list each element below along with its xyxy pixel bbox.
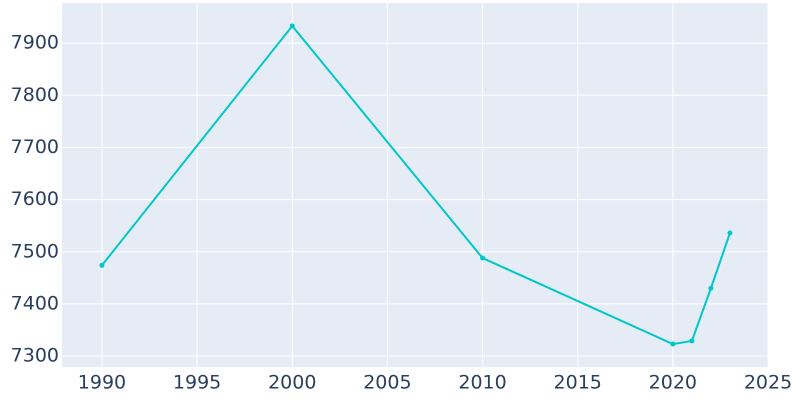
x-tick-label: 2010: [458, 372, 506, 394]
y-tick-label: 7300: [11, 345, 59, 367]
data-point: [727, 230, 733, 236]
data-point: [670, 341, 676, 347]
y-tick-label: 7800: [11, 84, 59, 106]
x-tick-label: 2015: [554, 372, 602, 394]
y-tick-label: 7500: [11, 240, 59, 262]
x-tick-label: 2020: [649, 372, 697, 394]
y-tick-label: 7400: [11, 292, 59, 314]
x-tick-label: 2025: [744, 372, 792, 394]
y-tick-label: 7900: [11, 32, 59, 54]
data-point: [689, 338, 695, 344]
x-tick-label: 2000: [268, 372, 316, 394]
data-point: [99, 262, 105, 268]
x-tick-label: 1995: [173, 372, 221, 394]
data-point: [480, 255, 486, 261]
y-tick-label: 7600: [11, 188, 59, 210]
data-point: [289, 23, 295, 29]
plot-area: [62, 3, 768, 367]
y-tick-label: 7700: [11, 136, 59, 158]
x-tick-label: 1990: [78, 372, 126, 394]
x-tick-label: 2005: [363, 372, 411, 394]
data-point: [708, 285, 714, 291]
